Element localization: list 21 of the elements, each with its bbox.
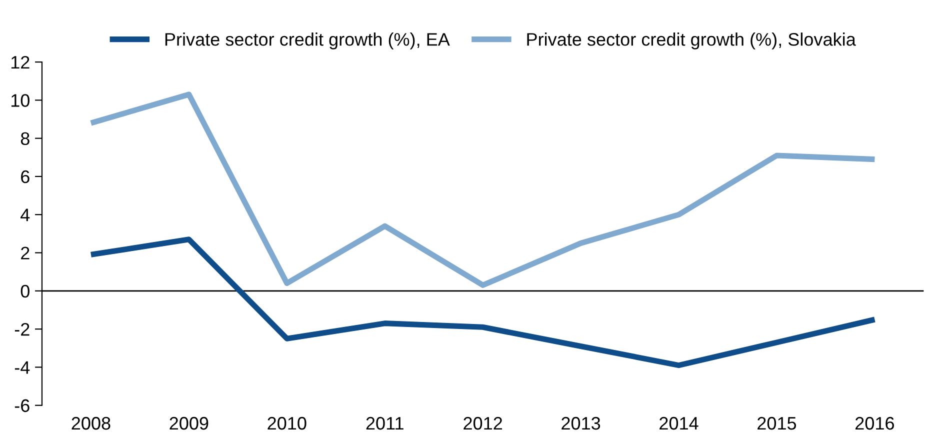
x-tick-label: 2014 bbox=[660, 416, 698, 430]
x-tick-label: 2016 bbox=[856, 416, 894, 430]
x-tick-label: 2012 bbox=[464, 416, 502, 430]
y-tick-label: 8 bbox=[20, 132, 30, 146]
x-tick-label: 2008 bbox=[72, 416, 110, 430]
x-tick-label: 2011 bbox=[366, 416, 404, 430]
y-tick-label: -4 bbox=[14, 361, 30, 374]
y-tick-label: 10 bbox=[11, 94, 30, 107]
y-tick-label: 12 bbox=[11, 56, 30, 69]
y-tick-label: 4 bbox=[20, 208, 30, 222]
x-tick-label: 2010 bbox=[268, 416, 306, 430]
y-tick-label: 6 bbox=[21, 170, 30, 184]
y-tick-label: -2 bbox=[14, 322, 30, 336]
y-tick-label: 2 bbox=[21, 246, 30, 260]
x-tick-label: 2009 bbox=[170, 416, 208, 430]
x-tick-label: 2015 bbox=[758, 416, 796, 430]
legend-label: Private sector credit growth (%), Slovakia bbox=[527, 32, 856, 50]
x-tick-label: 2013 bbox=[562, 416, 600, 430]
y-tick-label: -6 bbox=[14, 399, 30, 412]
legend-label: Private sector credit growth (%), EA bbox=[165, 32, 450, 50]
y-tick-label: 0 bbox=[20, 284, 30, 298]
